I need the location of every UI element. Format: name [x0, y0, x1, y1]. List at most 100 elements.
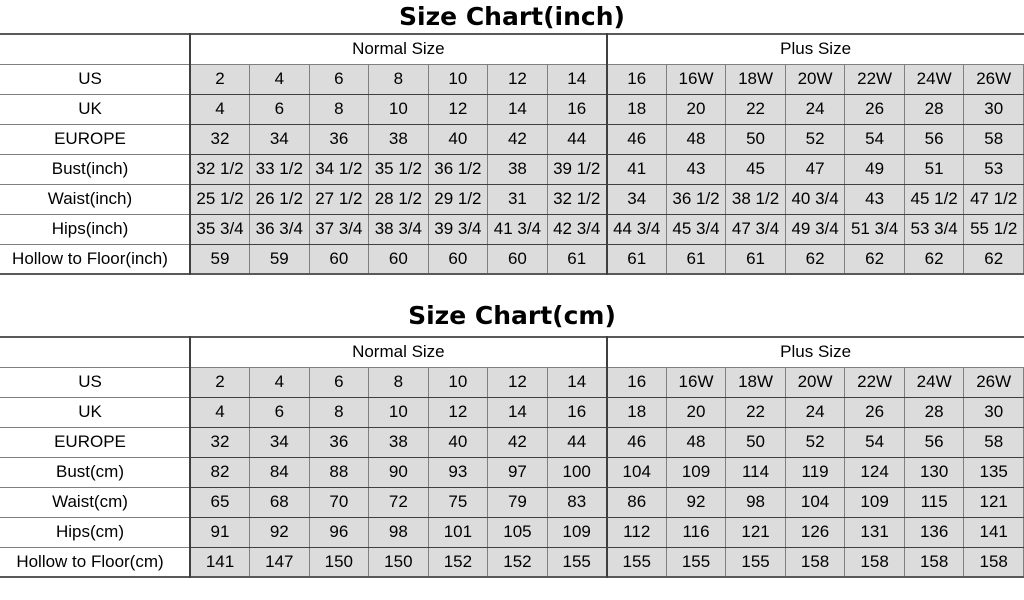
table-cell: 24	[784, 93, 846, 125]
table-cell: 105	[487, 516, 548, 548]
table-cell: 24W	[903, 63, 965, 95]
table-cell: 82	[190, 456, 251, 488]
table-cell: 26W	[963, 63, 1024, 95]
group-header-row: Normal Size Plus Size	[0, 337, 1024, 368]
table-cell: 72	[368, 486, 429, 518]
table-cell: 47 1/2	[963, 183, 1024, 215]
size-table-cm: Normal Size Plus Size US 2 4 6 8 10 12 1…	[0, 336, 1024, 578]
table-cell: 16	[546, 396, 608, 428]
table-cell: 68	[249, 486, 310, 518]
table-cell: 48	[665, 426, 727, 458]
table-cell: 49 3/4	[784, 213, 846, 245]
table-cell: 8	[368, 366, 429, 398]
table-cell: 104	[784, 486, 846, 518]
table-cell: 58	[963, 426, 1024, 458]
table-cell: 93	[427, 456, 489, 488]
table-cell: 42 3/4	[546, 213, 608, 245]
row-label-hips: Hips(inch)	[0, 214, 191, 245]
table-cell: 92	[665, 486, 727, 518]
table-cell: 10	[368, 396, 429, 428]
table-cell: 28	[903, 93, 965, 125]
table-cell: 26 1/2	[249, 183, 310, 215]
table-cell: 22W	[844, 63, 905, 95]
table-cell: 42	[487, 123, 548, 155]
page-title-inch: Size Chart(inch)	[0, 0, 1024, 33]
table-cell: 12	[427, 93, 489, 125]
table-cell: 29 1/2	[427, 183, 489, 215]
table-cell: 61	[665, 243, 727, 275]
table-cell: 40	[427, 426, 489, 458]
table-cell: 131	[844, 516, 905, 548]
table-cell: 14	[546, 63, 608, 95]
table-cell: 92	[249, 516, 310, 548]
table-cell: 44 3/4	[605, 213, 667, 245]
table-cell: 34	[249, 426, 310, 458]
table-cell: 88	[308, 456, 370, 488]
table-cell: 38 3/4	[368, 213, 429, 245]
table-cell: 61	[725, 243, 786, 275]
table-cell: 65	[190, 486, 251, 518]
table-cell: 155	[725, 546, 786, 578]
table-row: UK 4 6 8 10 12 14 16 18 20 22 24 26 28 3…	[0, 396, 1024, 428]
table-row: EUROPE 32 34 36 38 40 42 44 46 48 50 52 …	[0, 426, 1024, 458]
table-cell: 32 1/2	[546, 183, 608, 215]
table-cell: 147	[249, 546, 310, 578]
table-cell: 126	[784, 516, 846, 548]
table-cell: 53	[963, 153, 1024, 185]
table-cell: 60	[427, 243, 489, 275]
table-cell: 45	[725, 153, 786, 185]
table-cell: 18W	[725, 63, 786, 95]
table-cell: 158	[903, 546, 965, 578]
table-cell: 46	[605, 123, 667, 155]
table-cell: 90	[368, 456, 429, 488]
table-cell: 115	[903, 486, 965, 518]
table-cell: 36 1/2	[427, 153, 489, 185]
table-cell: 61	[546, 243, 608, 275]
row-label-uk: UK	[0, 94, 191, 125]
table-cell: 47	[784, 153, 846, 185]
table-cell: 83	[546, 486, 608, 518]
table-cell: 98	[725, 486, 786, 518]
group-header-normal-size: Normal Size	[190, 34, 607, 65]
table-cell: 34	[605, 183, 667, 215]
table-cell: 109	[665, 456, 727, 488]
table-cell: 41	[605, 153, 667, 185]
table-cell: 150	[368, 546, 429, 578]
table-cell: 6	[308, 366, 370, 398]
table-cell: 14	[487, 93, 548, 125]
page-title-cm: Size Chart(cm)	[0, 292, 1024, 336]
table-cell: 62	[844, 243, 905, 275]
table-cell: 121	[725, 516, 786, 548]
row-label-bust: Bust(cm)	[0, 457, 191, 488]
group-header-plus-size: Plus Size	[605, 337, 1024, 368]
table-cell: 52	[784, 426, 846, 458]
table-cell: 32	[190, 123, 251, 155]
table-cell: 36	[308, 426, 370, 458]
table-cell: 50	[725, 426, 786, 458]
table-cell: 47 3/4	[725, 213, 786, 245]
table-cell: 75	[427, 486, 489, 518]
table-cell: 36 1/2	[665, 183, 727, 215]
table-cell: 34 1/2	[308, 153, 370, 185]
row-label-waist: Waist(inch)	[0, 184, 191, 215]
table-cell: 6	[308, 63, 370, 95]
table-cell: 114	[725, 456, 786, 488]
table-cell: 59	[249, 243, 310, 275]
table-cell: 141	[190, 546, 251, 578]
table-cell: 31	[487, 183, 548, 215]
table-cell: 4	[249, 366, 310, 398]
table-cell: 16	[546, 93, 608, 125]
corner-blank-cell	[0, 34, 191, 65]
table-cell: 56	[903, 426, 965, 458]
table-cell: 62	[784, 243, 846, 275]
table-cell: 16W	[665, 63, 727, 95]
table-cell: 20W	[784, 366, 846, 398]
table-cell: 44	[546, 426, 608, 458]
table-cell: 62	[963, 243, 1024, 275]
table-cell: 62	[903, 243, 965, 275]
table-cell: 10	[368, 93, 429, 125]
table-cell: 59	[190, 243, 251, 275]
table-cell: 46	[605, 426, 667, 458]
table-row: Waist(cm) 65 68 70 72 75 79 83 86 92 98 …	[0, 486, 1024, 518]
table-row: Bust(cm) 82 84 88 90 93 97 100 104 109 1…	[0, 456, 1024, 488]
